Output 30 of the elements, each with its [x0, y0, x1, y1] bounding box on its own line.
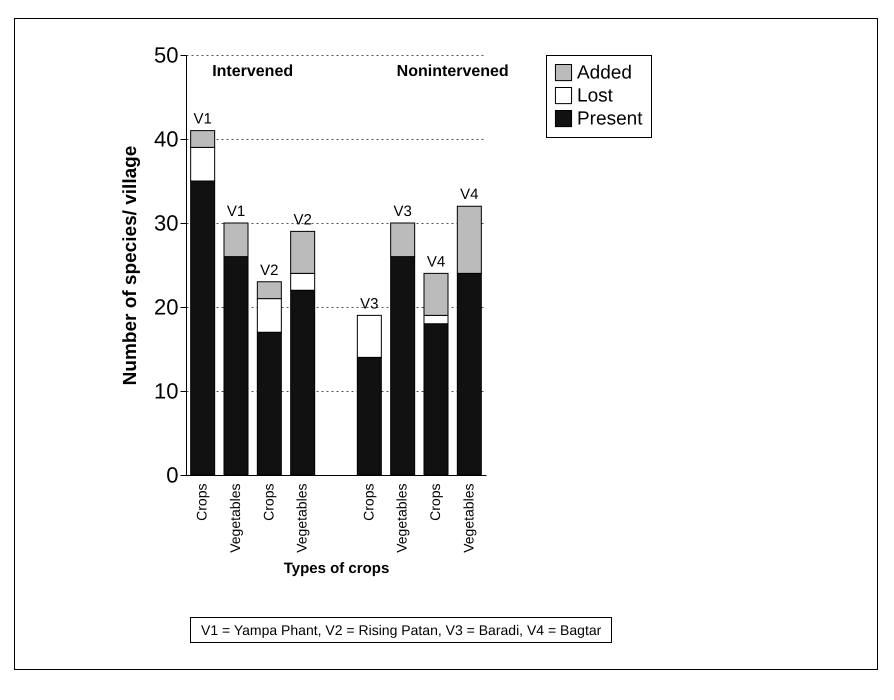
x-tick-label: Vegetables [294, 484, 310, 553]
annotation: Intervened [212, 63, 294, 80]
y-tick-label: 10 [154, 378, 178, 404]
annotation: V4 [426, 253, 446, 270]
annotation: V1 [226, 203, 246, 220]
x-tick-label: Vegetables [394, 484, 410, 553]
y-tick-label: 40 [154, 126, 178, 152]
text: V1 = Yampa Phant, V2 = Rising Patan, V3 = Baradi, V4 = Bagtar [190, 617, 612, 643]
annotation: V4 [460, 186, 479, 204]
legend-label: Lost [577, 86, 614, 106]
x-tick-label: Crops [260, 484, 276, 521]
annotation: V1 [193, 110, 212, 128]
y-tick-label: 20 [154, 294, 178, 320]
x-tick-label: Crops [427, 484, 443, 521]
annotation: V2 [260, 262, 279, 279]
annotation: V2 [293, 211, 312, 228]
x-tick-label: Crops [360, 484, 376, 521]
x-tick-label: Crops [194, 484, 210, 521]
legend-label: Added [577, 62, 632, 84]
y-axis-title: Number of species/ village [120, 146, 142, 386]
y-tick-label: 30 [154, 210, 178, 236]
annotation: V3 [360, 295, 379, 312]
x-tick-label: Vegetables [227, 484, 243, 553]
x-tick-label: Vegetables [460, 484, 476, 553]
x-axis-title: Types of crops [284, 560, 390, 577]
y-tick-label: 0 [166, 462, 178, 488]
y-tick-label: 50 [154, 42, 178, 68]
legend-label: Present [577, 108, 644, 130]
annotation: V3 [393, 203, 412, 220]
annotation: Nonintervened [396, 63, 509, 80]
